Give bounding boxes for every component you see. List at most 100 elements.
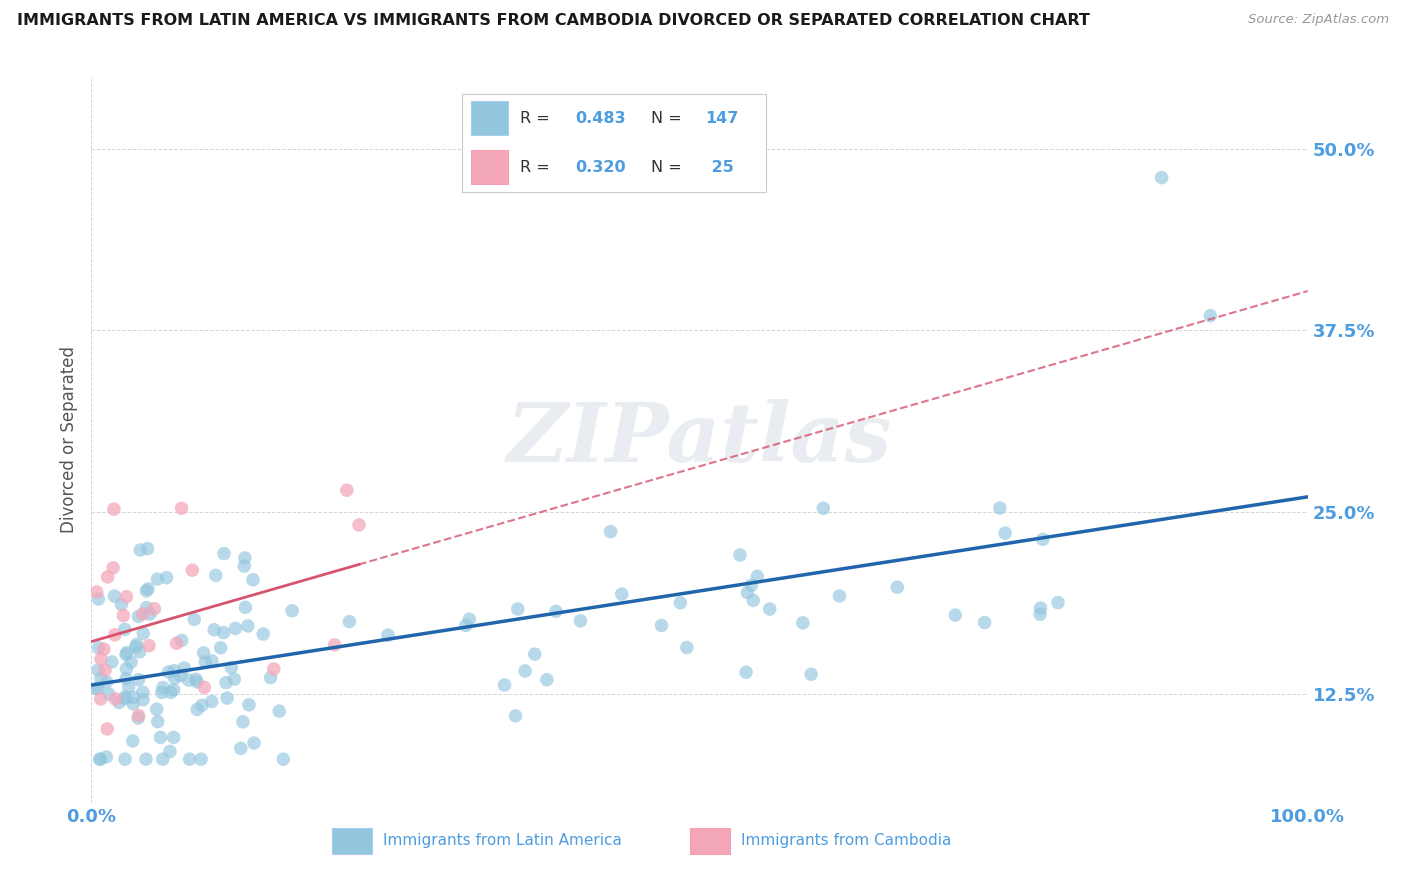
Point — [742, 593, 765, 607]
Point — [173, 661, 195, 675]
Point — [170, 668, 193, 682]
Point — [186, 702, 208, 716]
Point — [156, 571, 179, 585]
Point — [136, 541, 159, 556]
Point — [994, 526, 1017, 541]
Point — [96, 750, 118, 764]
Point — [170, 633, 193, 648]
Point — [90, 652, 112, 666]
Point — [747, 569, 769, 583]
Point — [323, 638, 346, 652]
Point — [458, 612, 481, 626]
Point — [569, 614, 592, 628]
Point — [828, 589, 851, 603]
Y-axis label: Divorced or Separated: Divorced or Separated — [60, 346, 79, 533]
Text: IMMIGRANTS FROM LATIN AMERICA VS IMMIGRANTS FROM CAMBODIA DIVORCED OR SEPARATED : IMMIGRANTS FROM LATIN AMERICA VS IMMIGRA… — [17, 13, 1090, 29]
Point — [127, 711, 149, 725]
Point — [281, 604, 304, 618]
Point — [90, 671, 112, 685]
Point — [128, 673, 150, 687]
Point — [236, 619, 259, 633]
Point — [96, 722, 118, 736]
Point — [108, 696, 131, 710]
Point — [114, 691, 136, 706]
Point — [122, 697, 145, 711]
Point — [120, 655, 142, 669]
Point — [157, 665, 180, 679]
Point — [115, 648, 138, 662]
Point — [259, 671, 281, 685]
Point — [536, 673, 558, 687]
Point — [90, 692, 112, 706]
Point — [146, 572, 169, 586]
Point — [212, 547, 235, 561]
Point — [135, 583, 157, 598]
Point — [347, 517, 370, 532]
Point — [163, 664, 186, 678]
Point — [202, 623, 225, 637]
Point — [212, 625, 235, 640]
Point — [886, 580, 908, 594]
Point — [159, 744, 181, 758]
Point — [610, 587, 633, 601]
Point — [337, 615, 360, 629]
Point — [163, 682, 186, 697]
Point — [135, 600, 157, 615]
Point — [163, 671, 186, 685]
Point — [145, 702, 167, 716]
Point — [943, 608, 966, 623]
Point — [219, 660, 242, 674]
Point — [139, 607, 162, 621]
Point — [132, 692, 155, 706]
Point — [454, 618, 477, 632]
Point — [263, 662, 285, 676]
Point — [758, 602, 780, 616]
Point — [238, 698, 260, 712]
Point — [336, 483, 359, 498]
Point — [233, 551, 256, 566]
Point — [233, 559, 256, 574]
Point — [194, 655, 217, 669]
Point — [132, 626, 155, 640]
Point — [523, 647, 546, 661]
Point — [513, 664, 536, 678]
Point — [201, 654, 224, 668]
Point — [122, 690, 145, 705]
Point — [89, 752, 111, 766]
Point — [232, 714, 254, 729]
Point — [101, 655, 124, 669]
Point — [184, 672, 207, 686]
Point — [728, 548, 751, 562]
Point — [224, 621, 246, 635]
Point — [650, 618, 672, 632]
Point — [94, 664, 117, 678]
Point — [146, 714, 169, 729]
Point — [177, 673, 200, 688]
Point — [114, 690, 136, 705]
Point — [183, 612, 205, 626]
Point — [149, 731, 172, 745]
Point — [1150, 170, 1173, 185]
Point — [973, 615, 995, 630]
Point — [131, 607, 153, 621]
Point — [669, 596, 692, 610]
Point — [86, 585, 108, 599]
Point — [128, 645, 150, 659]
Point — [163, 731, 186, 745]
Point — [740, 578, 762, 592]
Point — [152, 681, 174, 695]
Point — [152, 752, 174, 766]
Point — [125, 640, 148, 654]
Point — [135, 752, 157, 766]
Point — [191, 698, 214, 713]
Text: Source: ZipAtlas.com: Source: ZipAtlas.com — [1249, 13, 1389, 27]
Point — [181, 563, 204, 577]
Point — [110, 598, 132, 612]
Point — [544, 604, 567, 618]
Point — [599, 524, 621, 539]
Point — [115, 662, 138, 676]
Point — [87, 681, 110, 695]
Point — [505, 709, 527, 723]
Point — [252, 627, 274, 641]
Point — [138, 639, 160, 653]
